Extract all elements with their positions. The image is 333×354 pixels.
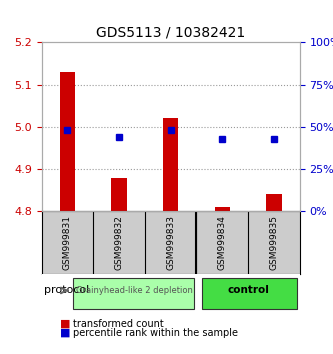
Bar (266, 194, 282, 211)
Text: transformed count: transformed count (73, 319, 164, 329)
Text: control: control (227, 285, 269, 296)
Text: GSM999833: GSM999833 (166, 215, 175, 270)
Text: GSM999835: GSM999835 (269, 215, 278, 270)
Text: protocol: protocol (44, 285, 90, 296)
Text: Grainyhead-like 2 depletion: Grainyhead-like 2 depletion (76, 286, 193, 295)
Text: ■: ■ (60, 319, 71, 329)
FancyBboxPatch shape (202, 278, 297, 309)
FancyBboxPatch shape (73, 278, 194, 309)
Text: GSM999832: GSM999832 (115, 215, 124, 270)
Title: GDS5113 / 10382421: GDS5113 / 10382421 (96, 26, 245, 40)
Text: ■: ■ (60, 328, 71, 338)
Text: GSM999831: GSM999831 (63, 215, 72, 270)
Text: percentile rank within the sample: percentile rank within the sample (73, 328, 238, 338)
Bar (60, 72, 75, 211)
Bar (214, 207, 230, 211)
Bar (111, 178, 127, 211)
Bar (163, 119, 178, 211)
Text: GSM999834: GSM999834 (218, 215, 227, 270)
